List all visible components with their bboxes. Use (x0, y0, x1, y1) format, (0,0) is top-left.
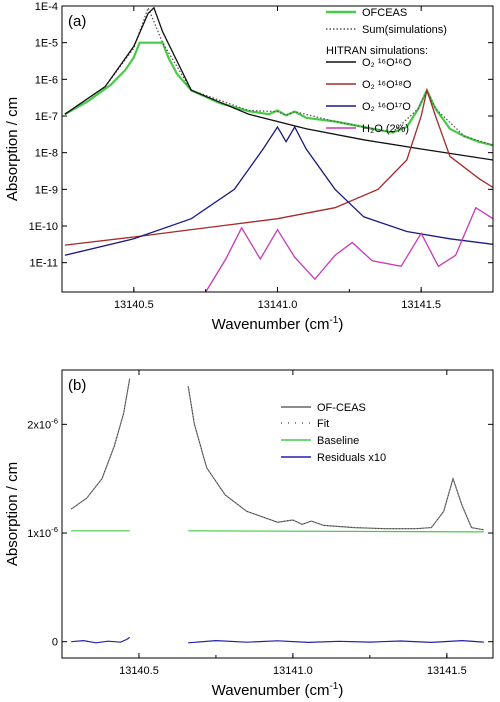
x-tick-label: 13140.5 (119, 665, 159, 677)
y-tick-label: 1E-5 (35, 38, 58, 50)
series-line-1-1 (188, 530, 484, 533)
panel-label: (b) (68, 377, 86, 394)
series-group (70, 378, 484, 644)
legend-label: Sum(simulations) (362, 24, 447, 36)
y-tick-label: 2x10-6 (27, 416, 58, 431)
legend-label: O₂ ¹⁶O¹⁷O (362, 101, 411, 113)
series-line-0 (64, 41, 493, 147)
series-line-4 (64, 125, 493, 256)
x-tick-label: 13141.5 (427, 665, 467, 677)
y-tick-label: 1E-11 (29, 258, 58, 270)
legend-label: O₂ ¹⁶O¹⁶O (362, 57, 412, 69)
y-tick-label: 1E-9 (35, 184, 58, 196)
x-axis-label: Wavenumber (cm-1) (212, 315, 344, 333)
chart-panel-a: 13140.5 13141.0 13141.5 1E-4 1E-5 1E-6 1E-7 1E-… (4, 1, 494, 333)
x-tick-label: 13141.0 (258, 299, 298, 311)
y-tick-label: 1E-6 (35, 74, 58, 86)
plot-frame (61, 5, 494, 293)
series-line-2-0 (71, 636, 131, 644)
legend-label: OFCEAS (362, 7, 407, 19)
plot-frame (61, 369, 494, 659)
y-axis-label: Absorption / cm (4, 462, 21, 566)
y-axis-label: Absorption / cm (4, 97, 21, 201)
series-line-2 (64, 6, 493, 161)
legend-label: OF-CEAS (317, 402, 366, 414)
fit-line-0 (70, 378, 131, 510)
y-tick-label: 1E-7 (35, 111, 58, 123)
legend-label: O₂ ¹⁶O¹⁸O (362, 79, 412, 91)
x-tick-label: 13141.0 (273, 665, 313, 677)
series-line-3 (64, 87, 493, 246)
series-line-2-1 (188, 639, 484, 644)
y-tick-label: 1x10-6 (27, 525, 58, 540)
legend-label: Fit (317, 418, 329, 430)
y-tick-label: 1E-8 (35, 148, 58, 160)
y-tick-label: 1E-10 (29, 221, 58, 233)
series-line-0-1 (187, 386, 484, 531)
legend-label: Residuals x10 (317, 452, 386, 464)
x-tick-label: 13141.5 (401, 299, 441, 311)
x-tick-label: 13140.5 (114, 299, 154, 311)
y-tick-label: 0 (52, 637, 58, 649)
series-line-0-0 (70, 378, 131, 510)
series-group (64, 6, 493, 292)
legend-header: HITRAN simulations: (326, 45, 428, 57)
series-line-5 (205, 206, 493, 292)
chart-panel-b: 13140.5 13141.0 13141.5 0 1x10-6 2x10-6 Wavenu… (4, 369, 494, 699)
panel-label: (a) (68, 13, 86, 30)
x-axis-label: Wavenumber (cm-1) (212, 681, 344, 699)
legend-label: H₂O (2%) (362, 123, 409, 135)
legend-label: Baseline (317, 435, 359, 447)
y-tick-label: 1E-4 (35, 1, 58, 13)
